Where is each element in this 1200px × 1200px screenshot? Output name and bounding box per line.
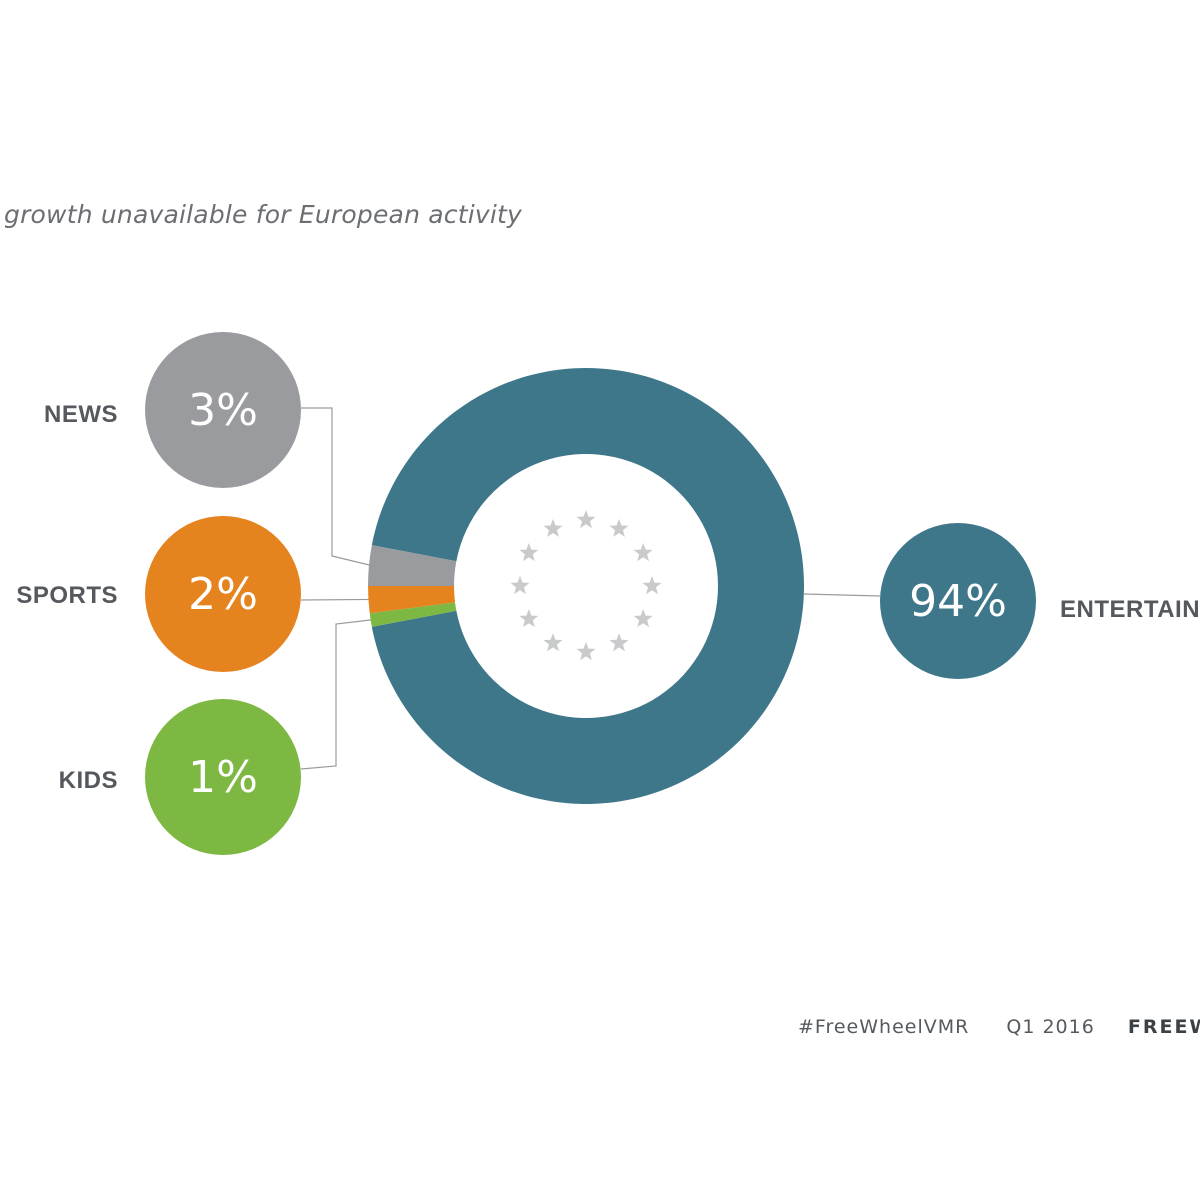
connector-news — [301, 407, 374, 567]
star-icon — [519, 609, 539, 628]
star-icon — [609, 633, 629, 652]
eu-stars-circle-icon — [510, 510, 662, 661]
footer-period: Q1 2016 — [1006, 1016, 1095, 1038]
category-label-entertainment: ENTERTAINMENT — [1060, 596, 1200, 623]
value-label-news: 3% — [188, 385, 258, 436]
star-icon — [609, 518, 629, 537]
connector-lines — [300, 407, 881, 770]
connector-entertainment — [803, 593, 881, 597]
slice-entertainment — [371, 367, 804, 804]
connector-sports — [300, 598, 373, 601]
connector-kids — [300, 618, 375, 770]
bubble-sports — [145, 516, 301, 672]
donut-ring — [367, 367, 804, 804]
star-icon — [576, 642, 596, 661]
slice-news — [368, 545, 457, 586]
star-icon — [633, 543, 653, 562]
footer-hashtag: #FreeWheelVMR — [798, 1016, 970, 1038]
chart-subtitle: growth unavailable for European activity — [4, 200, 523, 229]
category-label-news: NEWS — [44, 401, 118, 428]
star-icon — [633, 609, 653, 628]
star-icon — [510, 576, 530, 595]
bubble-entertainment — [880, 523, 1036, 679]
slice-kids — [369, 602, 457, 627]
star-icon — [642, 576, 662, 595]
footer-brand: FREEW — [1127, 1016, 1200, 1038]
star-icon — [543, 633, 563, 652]
slice-sports — [367, 586, 456, 614]
star-icon — [543, 518, 563, 537]
value-label-kids: 1% — [188, 752, 258, 803]
category-label-kids: KIDS — [59, 767, 118, 794]
star-icon — [519, 543, 539, 562]
category-label-sports: SPORTS — [16, 582, 118, 609]
value-bubbles: 94% ENTERTAINMENT 3% NEWS 2% SPORTS 1% KIDS — [16, 332, 1200, 855]
bubble-news — [145, 332, 301, 488]
value-label-sports: 2% — [188, 569, 258, 620]
bubble-kids — [145, 699, 301, 855]
value-label-entertainment: 94% — [909, 576, 1007, 627]
footer: #FreeWheelVMR Q1 2016 FREEW — [798, 1016, 1200, 1038]
star-icon — [576, 510, 596, 529]
